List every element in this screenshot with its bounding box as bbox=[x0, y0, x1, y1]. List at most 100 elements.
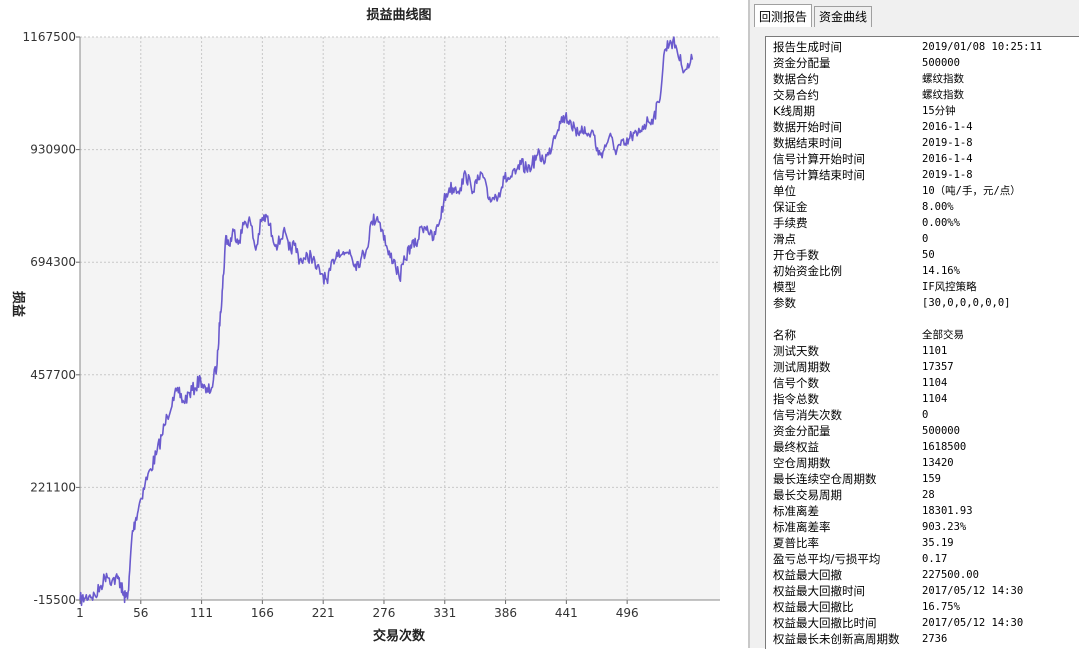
report-label: 资金分配量 bbox=[773, 424, 831, 438]
report-row: 资金分配量 500000 bbox=[766, 423, 1079, 439]
report-label: 权益最长未创新高周期数 bbox=[773, 632, 900, 646]
report-value: 0.00%% bbox=[922, 217, 960, 229]
y-tick-label: 1167500 bbox=[23, 30, 76, 44]
report-label: 测试天数 bbox=[773, 344, 819, 358]
report-row: 权益最长未创新高周期数 2736 bbox=[766, 631, 1079, 647]
report-value: 227500.00 bbox=[922, 569, 979, 581]
report-row: 单位 10（吨/手，元/点） bbox=[766, 183, 1079, 199]
report-value: 0.17 bbox=[922, 553, 948, 565]
report-label: 权益最大回撤时间 bbox=[773, 584, 865, 598]
report-list: 报告生成时间 2019/01/08 10:25:11 资金分配量 500000 数据合约… bbox=[765, 36, 1079, 649]
report-row: 信号计算结束时间 2019-1-8 bbox=[766, 167, 1079, 183]
report-label: 名称 bbox=[773, 328, 796, 342]
x-tick-label: 56 bbox=[133, 606, 148, 620]
equity-series-line bbox=[79, 36, 694, 607]
equity-chart-panel: 损益曲线图 -15500 221100 457700 694300 930900 1167… bbox=[10, 7, 720, 644]
report-label: 资金分配量 bbox=[773, 56, 831, 70]
equity-chart: 损益曲线图 -15500 221100 457700 694300 930900 1167… bbox=[10, 7, 720, 644]
report-row: 报告生成时间 2019/01/08 10:25:11 bbox=[766, 39, 1079, 55]
grid-lines bbox=[79, 36, 720, 601]
x-tick-label: 276 bbox=[373, 606, 396, 620]
report-label: 数据合约 bbox=[773, 72, 819, 86]
report-row: 指令总数 1104 bbox=[766, 391, 1079, 407]
report-label: 测试周期数 bbox=[773, 360, 831, 374]
axes bbox=[76, 36, 720, 604]
report-value: 1101 bbox=[922, 345, 948, 357]
report-label: 保证金 bbox=[773, 200, 808, 214]
report-value: 13420 bbox=[922, 457, 954, 469]
report-value: 35.19 bbox=[922, 537, 954, 549]
x-tick-label: 331 bbox=[433, 606, 456, 620]
report-value: IF风控策略 bbox=[922, 281, 977, 293]
y-tick-label: 930900 bbox=[30, 143, 76, 157]
tab-bar: 回测报告 资金曲线 bbox=[754, 4, 874, 28]
report-row: 数据结束时间 2019-1-8 bbox=[766, 135, 1079, 151]
report-value: 2016-1-4 bbox=[922, 153, 973, 165]
x-tick-label: 166 bbox=[251, 606, 274, 620]
report-label: 标准离差率 bbox=[773, 520, 831, 534]
report-label: 夏普比率 bbox=[773, 536, 819, 550]
report-row bbox=[766, 311, 1079, 327]
x-axis-label: 交易次数 bbox=[373, 628, 426, 644]
report-label: 指令总数 bbox=[773, 392, 819, 406]
report-panel: 回测报告 资金曲线 报告生成时间 2019/01/08 10:25:11 资金分配量… bbox=[750, 0, 1079, 649]
report-value: 28 bbox=[922, 489, 935, 501]
report-value: 2017/05/12 14:30 bbox=[922, 585, 1024, 597]
report-label: 空仓周期数 bbox=[773, 456, 831, 470]
report-row: 信号计算开始时间 2016-1-4 bbox=[766, 151, 1079, 167]
report-label: 开仓手数 bbox=[773, 248, 819, 262]
report-value: 15分钟 bbox=[922, 105, 956, 117]
report-label: 数据开始时间 bbox=[773, 120, 842, 134]
report-label: 信号消失次数 bbox=[773, 408, 842, 422]
report-row: 模型 IF风控策略 bbox=[766, 279, 1079, 295]
report-label: 报告生成时间 bbox=[773, 40, 842, 54]
report-row: 夏普比率 35.19 bbox=[766, 535, 1079, 551]
report-label: 最长连续空仓周期数 bbox=[773, 472, 877, 486]
tab-equity-curve[interactable]: 资金曲线 bbox=[814, 6, 873, 27]
report-label: 模型 bbox=[773, 280, 796, 294]
report-row: 权益最大回撤比 16.75% bbox=[766, 599, 1079, 615]
y-tick-label: 457700 bbox=[30, 368, 76, 382]
report-value: 2016-1-4 bbox=[922, 121, 973, 133]
report-value: 2736 bbox=[922, 633, 948, 645]
x-tick-label: 111 bbox=[190, 606, 213, 620]
report-value: 14.16% bbox=[922, 265, 960, 277]
report-row: 信号个数 1104 bbox=[766, 375, 1079, 391]
report-row: 测试天数 1101 bbox=[766, 343, 1079, 359]
report-label: 滑点 bbox=[773, 232, 796, 246]
report-row: 空仓周期数 13420 bbox=[766, 455, 1079, 471]
report-row: 最长交易周期 28 bbox=[766, 487, 1079, 503]
report-row: 标准离差 18301.93 bbox=[766, 503, 1079, 519]
report-label: 信号计算开始时间 bbox=[773, 152, 865, 166]
x-tick-label: 496 bbox=[616, 606, 639, 620]
report-value: 903.23% bbox=[922, 521, 967, 533]
report-row: 资金分配量 500000 bbox=[766, 55, 1079, 71]
report-value: 18301.93 bbox=[922, 505, 973, 517]
report-value: 2019-1-8 bbox=[922, 137, 973, 149]
report-value: 2017/05/12 14:30 bbox=[922, 617, 1024, 629]
report-row: 开仓手数 50 bbox=[766, 247, 1079, 263]
report-value: 1618500 bbox=[922, 441, 967, 453]
report-row: 最终权益 1618500 bbox=[766, 439, 1079, 455]
report-value: 50 bbox=[922, 249, 935, 261]
report-label: 信号计算结束时间 bbox=[773, 168, 865, 182]
report-label: 手续费 bbox=[773, 216, 808, 230]
report-row: 标准离差率 903.23% bbox=[766, 519, 1079, 535]
report-value: 2019-1-8 bbox=[922, 169, 973, 181]
panel-splitter[interactable] bbox=[748, 0, 750, 648]
report-value: 500000 bbox=[922, 57, 960, 69]
report-label: 单位 bbox=[773, 184, 796, 198]
report-label: 权益最大回撤比 bbox=[773, 600, 854, 614]
report-value: 8.00% bbox=[922, 201, 954, 213]
tab-backtest-report[interactable]: 回测报告 bbox=[754, 4, 813, 27]
x-tick-label: 386 bbox=[494, 606, 517, 620]
report-label: 数据结束时间 bbox=[773, 136, 842, 150]
report-label: 权益最大回撤 bbox=[773, 568, 842, 582]
report-label: 权益最大回撤比时间 bbox=[773, 616, 877, 630]
y-tick-label: 694300 bbox=[30, 255, 76, 269]
plot-area bbox=[80, 37, 720, 600]
report-row: 手续费 0.00%% bbox=[766, 215, 1079, 231]
report-value: 159 bbox=[922, 473, 941, 485]
y-tick-label: 221100 bbox=[30, 480, 76, 494]
report-value: 16.75% bbox=[922, 601, 960, 613]
